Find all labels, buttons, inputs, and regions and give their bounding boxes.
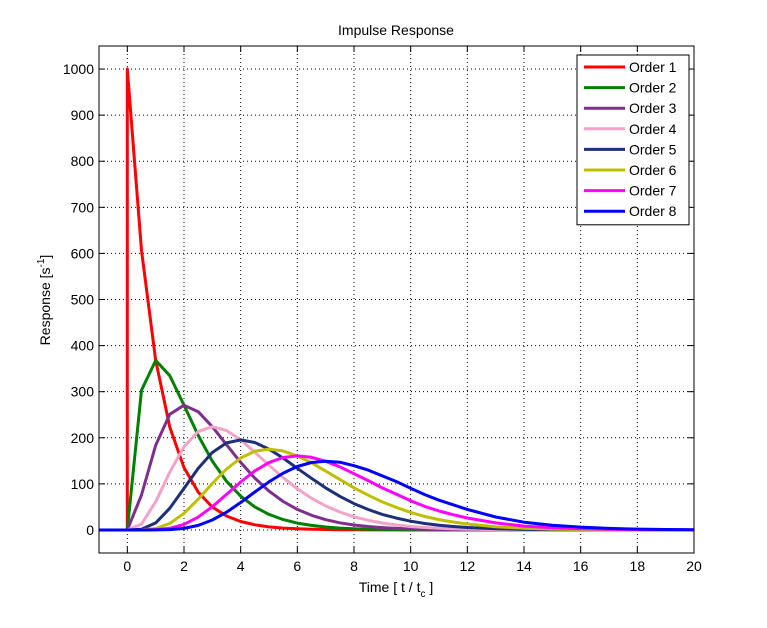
legend-label: Order 1 [629,59,677,75]
y-tick-label: 300 [71,384,95,400]
legend-label: Order 6 [629,162,677,178]
x-axis-label: Time [ t / tc ] [359,579,434,600]
y-tick-label: 1000 [63,61,94,77]
legend: Order 1 Order 2 Order 3 Order 4 Order 5 Order… [576,54,690,226]
y-tick-label: 900 [71,107,95,123]
x-tick-label: 12 [460,558,476,574]
x-tick-label: 0 [123,558,131,574]
series-line-order-8 [99,459,695,532]
x-tick-label: 14 [516,558,532,574]
y-tick-label: 700 [71,199,95,215]
x-tick-label: 16 [573,558,589,574]
chart-title: Impulse Response [338,22,454,38]
axis-ticks: 0 2 4 6 8 10 12 14 16 18 2001002003004005006007008… [63,46,702,574]
legend-label: Order 7 [629,183,677,199]
y-tick-label: 0 [86,522,94,538]
x-tick-label: 10 [403,558,419,574]
legend-label: Order 2 [629,80,677,96]
legend-label: Order 5 [629,141,677,157]
y-tick-label: 200 [71,430,95,446]
y-tick-label: 600 [71,245,95,261]
legend-label: Order 4 [629,121,677,137]
legend-label: Order 8 [629,203,677,219]
series-lines [99,67,695,532]
y-tick-label: 100 [71,476,95,492]
x-tick-label: 4 [237,558,245,574]
x-tick-label: 20 [686,558,702,574]
legend-label: Order 3 [629,100,677,116]
y-tick-label: 800 [71,153,95,169]
y-tick-label: 500 [71,292,95,308]
y-axis-label: Response [s-1] [36,255,53,346]
legend-box [576,54,690,226]
x-tick-label: 6 [293,558,301,574]
x-tick-label: 8 [350,558,358,574]
x-tick-label: 18 [630,558,646,574]
y-tick-label: 400 [71,338,95,354]
plot-frame [98,45,695,554]
series-line-order-6 [99,447,694,532]
series-line-order-7 [99,454,695,532]
x-tick-label: 2 [180,558,188,574]
